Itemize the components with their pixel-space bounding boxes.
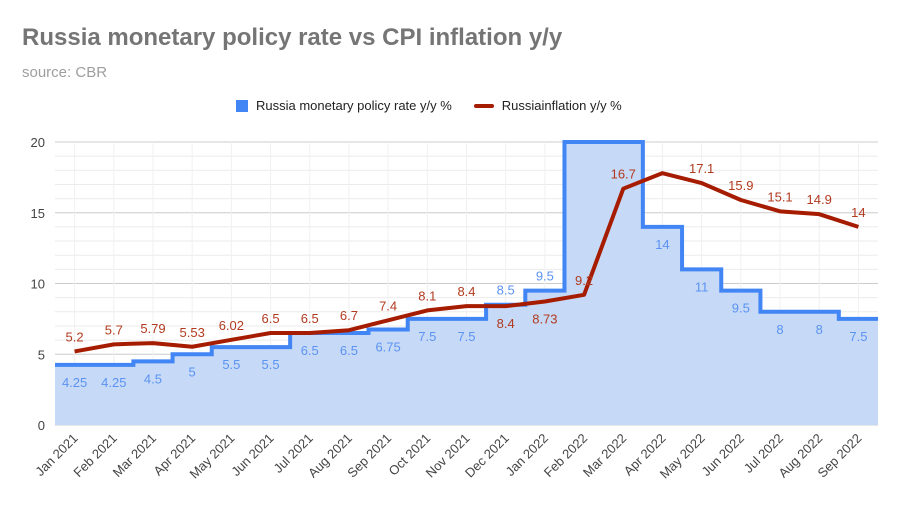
- inflation-data-label: 5.2: [66, 329, 84, 344]
- y-tick-label: 20: [31, 135, 45, 150]
- legend-swatch-inflation: [473, 103, 494, 108]
- inflation-data-label: 17.1: [689, 161, 714, 176]
- policy-rate-data-label: 9.5: [536, 269, 554, 284]
- policy-rate-data-label: 4.25: [101, 375, 126, 390]
- y-tick-label: 10: [31, 277, 45, 292]
- inflation-data-label: 5.7: [105, 322, 123, 337]
- inflation-data-label: 15.1: [767, 189, 792, 204]
- legend-label-policy-rate: Russia monetary policy rate y/y %: [256, 98, 452, 113]
- inflation-data-label: 8.73: [532, 311, 557, 326]
- inflation-data-label: 8.4: [497, 316, 515, 331]
- inflation-data-label: 15.9: [728, 178, 753, 193]
- policy-rate-data-label: 8.5: [497, 283, 515, 298]
- policy-rate-data-label: 5.5: [222, 357, 240, 372]
- y-tick-label: 15: [31, 206, 45, 221]
- inflation-data-label: 5.53: [180, 325, 205, 340]
- y-tick-label: 0: [38, 418, 45, 433]
- chart-subtitle: source: CBR: [22, 64, 108, 81]
- policy-rate-data-label: 7.5: [457, 329, 475, 344]
- policy-rate-data-label: 4.25: [62, 375, 87, 390]
- y-tick-label: 5: [38, 347, 45, 362]
- policy-rate-data-label: 6.75: [375, 339, 400, 354]
- inflation-data-label: 16.7: [611, 167, 636, 182]
- x-tick-label: Mar 2022: [580, 431, 629, 480]
- policy-rate-step-line: [55, 140, 878, 367]
- inflation-data-label: 9.2: [575, 273, 593, 288]
- policy-rate-data-label: 6.5: [340, 343, 358, 358]
- policy-rate-data-label: 6.5: [301, 343, 319, 358]
- policy-rate-data-label: 4.5: [144, 371, 162, 386]
- legend-swatch-policy-rate: [236, 99, 248, 112]
- inflation-data-label: 6.7: [340, 308, 358, 323]
- policy-rate-data-label: 5: [189, 364, 196, 379]
- inflation-data-label: 7.4: [379, 298, 397, 313]
- legend: Russia monetary policy rate y/y % Russia…: [236, 98, 622, 113]
- policy-rate-data-label: 7.5: [849, 329, 867, 344]
- policy-rate-data-label: 5.5: [262, 357, 280, 372]
- inflation-data-label: 6.5: [301, 311, 319, 326]
- inflation-data-label: 6.02: [219, 318, 244, 333]
- x-tick-label: Jun 2022: [699, 431, 747, 479]
- inflation-data-label: 14: [851, 205, 865, 220]
- policy-rate-data-label: 11: [695, 279, 709, 294]
- policy-rate-data-label: 8: [816, 322, 823, 337]
- inflation-data-label: 8.4: [457, 284, 475, 299]
- legend-label-inflation: Russiainflation y/y %: [501, 98, 622, 113]
- policy-rate-data-label: 9.5: [732, 301, 750, 316]
- inflation-data-label: 8.1: [418, 288, 436, 303]
- inflation-data-label: 6.5: [262, 311, 280, 326]
- policy-rate-data-label: 8: [776, 322, 783, 337]
- inflation-data-label: 14.9: [807, 192, 832, 207]
- x-tick-label: Mar 2021: [110, 431, 159, 480]
- policy-rate-area: [55, 142, 878, 425]
- policy-rate-data-label: 7.5: [418, 329, 436, 344]
- inflation-data-label: 5.79: [140, 321, 165, 336]
- x-tick-label: Jun 2021: [228, 431, 276, 479]
- chart-title: Russia monetary policy rate vs CPI infla…: [22, 24, 563, 51]
- policy-rate-data-label: 14: [655, 237, 669, 252]
- inflation-line: [74, 171, 860, 354]
